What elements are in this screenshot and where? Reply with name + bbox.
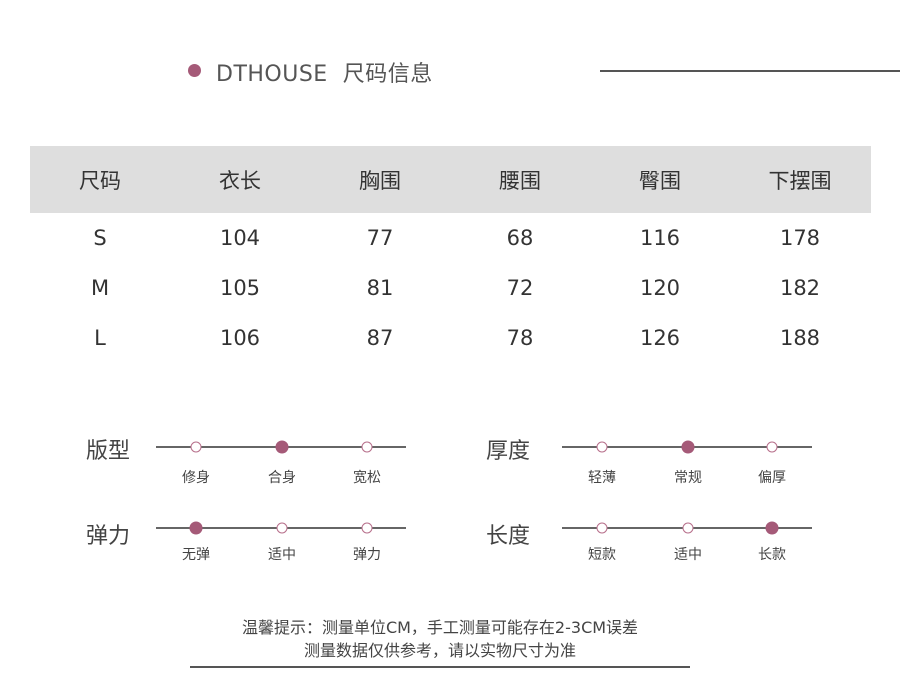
option-label: 常规 xyxy=(674,470,702,486)
option-label: 短款 xyxy=(588,547,616,563)
table-cell: 178 xyxy=(779,226,821,250)
option-label: 偏厚 xyxy=(758,470,786,486)
thickness-label: 厚度 xyxy=(486,439,531,464)
option-label: 轻薄 xyxy=(588,470,616,486)
selected-option-marker xyxy=(681,440,695,454)
table-header: 尺码 衣长 胸围 腰围 臀围 下摆围 xyxy=(30,146,871,213)
column-header: 臀围 xyxy=(639,168,681,193)
option-marker xyxy=(682,522,694,534)
table-cell: 116 xyxy=(639,226,681,250)
option-marker xyxy=(596,441,608,453)
option-marker xyxy=(361,441,373,453)
fit-label: 版型 xyxy=(86,439,131,464)
brand-name: DTHOUSE xyxy=(216,62,328,87)
table-cell: 87 xyxy=(366,326,394,350)
table-cell: M xyxy=(90,276,110,300)
bullet-dot-icon xyxy=(188,64,201,77)
column-header: 尺码 xyxy=(79,168,121,193)
table-cell: 77 xyxy=(366,226,394,250)
reference-note: 测量数据仅供参考，请以实物尺寸为准 xyxy=(303,641,576,660)
header-divider xyxy=(600,70,900,72)
table-cell: L xyxy=(94,326,106,350)
option-label: 适中 xyxy=(674,547,702,563)
table-row: L 106 87 78 126 188 xyxy=(30,313,871,363)
option-label: 宽松 xyxy=(353,470,381,486)
table-cell: S xyxy=(93,226,107,250)
table-cell: 120 xyxy=(639,276,681,300)
table-cell: 182 xyxy=(779,276,821,300)
option-label: 合身 xyxy=(268,470,296,486)
table-row: S 104 77 68 116 178 xyxy=(30,213,871,263)
size-table: 尺码 衣长 胸围 腰围 臀围 下摆围 S 104 77 68 116 178 M… xyxy=(30,146,871,363)
option-label: 适中 xyxy=(268,547,296,563)
table-cell: 81 xyxy=(366,276,394,300)
option-marker xyxy=(190,441,202,453)
column-header: 下摆围 xyxy=(768,168,832,193)
elasticity-label: 弹力 xyxy=(86,524,131,549)
table-cell: 68 xyxy=(506,226,534,250)
table-cell: 105 xyxy=(219,276,261,300)
column-header: 腰围 xyxy=(499,168,541,193)
table-row: M 105 81 72 120 182 xyxy=(30,263,871,313)
column-header: 胸围 xyxy=(359,168,401,193)
selected-option-marker xyxy=(765,521,779,535)
footer-divider xyxy=(190,666,690,668)
option-label: 修身 xyxy=(182,470,210,486)
table-cell: 126 xyxy=(639,326,681,350)
selected-option-marker xyxy=(275,440,289,454)
table-cell: 106 xyxy=(219,326,261,350)
title-text: 尺码信息 xyxy=(342,62,433,87)
column-header: 衣长 xyxy=(219,168,261,193)
length-label: 长度 xyxy=(486,524,531,549)
option-marker xyxy=(361,522,373,534)
table-cell: 104 xyxy=(219,226,261,250)
table-cell: 188 xyxy=(779,326,821,350)
page-title: DTHOUSE 尺码信息 xyxy=(216,56,433,88)
option-label: 无弹 xyxy=(182,547,210,563)
table-cell: 78 xyxy=(506,326,534,350)
table-cell: 72 xyxy=(506,276,534,300)
option-marker xyxy=(596,522,608,534)
option-marker xyxy=(766,441,778,453)
selected-option-marker xyxy=(189,521,203,535)
option-marker xyxy=(276,522,288,534)
option-label: 长款 xyxy=(758,547,786,563)
option-label: 弹力 xyxy=(353,547,381,563)
measurement-note: 温馨提示：测量单位CM，手工测量可能存在2-3CM误差 xyxy=(241,618,639,637)
